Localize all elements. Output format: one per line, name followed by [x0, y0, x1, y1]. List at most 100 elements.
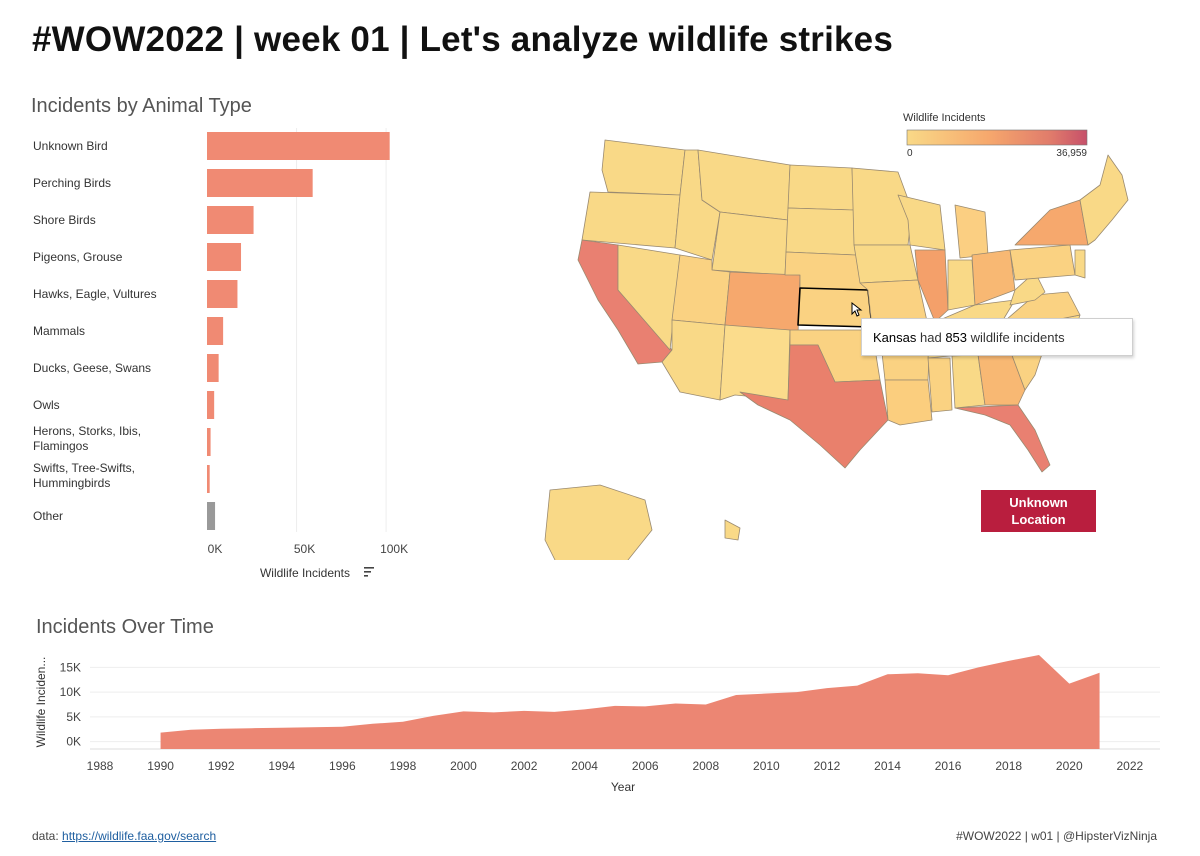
bar-x-ticks: 0K 50K 100K: [208, 542, 408, 556]
map-state-washington[interactable]: [601, 139, 686, 196]
footer-credit: #WOW2022 | w01 | @HipsterVizNinja: [956, 829, 1157, 843]
map-state-south-dakota[interactable]: [785, 207, 857, 256]
map-state-nevada[interactable]: [617, 244, 681, 351]
area-x-ticks: 1988 1990 1992 1994 1996 1998 2000 2002 2004 2006…: [87, 759, 1144, 773]
bar-herons-storks-ibis-flamingos[interactable]: [207, 428, 211, 456]
footer-data-source: data: https://wildlife.faa.gov/search: [32, 829, 216, 843]
area-x-tick-label: 1996: [329, 759, 356, 773]
map-tooltip: Kansas had 853 wildlife incidents: [861, 318, 1133, 356]
area-x-tick-label: 2008: [692, 759, 719, 773]
tooltip-state: Kansas: [873, 330, 917, 345]
bar-x-axis-label: Wildlife Incidents: [260, 566, 350, 580]
bar-unknown-bird[interactable]: [207, 132, 390, 160]
map-state-louisiana[interactable]: [884, 379, 933, 426]
map-state-new-england[interactable]: [1079, 154, 1129, 246]
bar-owls[interactable]: [207, 391, 215, 419]
map-state-texas[interactable]: [739, 344, 889, 469]
map-state-ohio[interactable]: [971, 249, 1016, 306]
unknown-location-line1: Unknown: [1009, 495, 1068, 510]
bar-category-label: Mammals: [33, 324, 85, 338]
bar-hawks-eagle-vultures[interactable]: [207, 280, 238, 308]
map-state-indiana[interactable]: [947, 259, 976, 311]
sort-descending-icon[interactable]: [364, 567, 374, 577]
bar-shore-birds[interactable]: [207, 206, 254, 234]
tooltip-suffix: wildlife incidents: [970, 330, 1065, 345]
area-x-tick-label: 2000: [450, 759, 477, 773]
area-x-tick-label: 1992: [208, 759, 235, 773]
map-state-hawaii[interactable]: [724, 519, 741, 541]
map-state-florida[interactable]: [954, 404, 1051, 473]
area-y-tick-label: 5K: [66, 710, 81, 724]
footer-data-link[interactable]: https://wildlife.faa.gov/search: [62, 829, 217, 843]
bar-category-label: Owls: [33, 398, 60, 412]
dashboard-title: #WOW2022 | week 01 | Let's analyze wildl…: [32, 20, 893, 59]
area-x-tick-label: 2022: [1117, 759, 1144, 773]
incidents-over-time-area-chart: 0K 5K 10K 15K 1988 1990 1992 1994 1996 1998 2000 2…: [34, 654, 1160, 794]
area-x-tick-label: 1998: [390, 759, 417, 773]
tooltip-count: 853: [945, 330, 968, 345]
bar-category-label: Shore Birds: [33, 213, 96, 227]
map-legend-gradient: [906, 129, 1088, 146]
bar-category-label: Pigeons, Grouse: [33, 250, 123, 264]
bar-chart-title: Incidents by Animal Type: [31, 95, 252, 117]
map-state-pennsylvania[interactable]: [1009, 244, 1076, 281]
map-state-michigan[interactable]: [954, 204, 989, 259]
area-x-tick-label: 2006: [632, 759, 659, 773]
bar-x-tick-label: 100K: [380, 542, 408, 556]
map-state-wyoming[interactable]: [711, 211, 789, 276]
bar-x-tick-label: 50K: [294, 542, 315, 556]
map-state-new-mexico[interactable]: [719, 324, 791, 401]
area-x-tick-label: 2014: [874, 759, 901, 773]
bar-perching-birds[interactable]: [207, 169, 313, 197]
time-chart-title: Incidents Over Time: [36, 616, 214, 638]
pointer-hand-icon: [851, 301, 863, 317]
area-x-axis-label: Year: [611, 780, 635, 794]
area-x-tick-label: 2010: [753, 759, 780, 773]
footer-data-label: data:: [32, 829, 59, 843]
bar-other[interactable]: [207, 502, 216, 530]
map-state-oregon[interactable]: [581, 191, 681, 249]
map-state-mississippi[interactable]: [927, 357, 953, 413]
area-x-tick-label: 2018: [995, 759, 1022, 773]
bar-pigeons-grouse[interactable]: [207, 243, 242, 271]
bar-marks[interactable]: [207, 132, 390, 530]
area-series[interactable]: [160, 654, 1100, 749]
area-x-tick-label: 2002: [511, 759, 538, 773]
bar-category-labels: Unknown Bird Perching Birds Shore Birds Pig…: [33, 139, 157, 523]
area-y-tick-label: 15K: [60, 660, 81, 674]
area-y-tick-label: 0K: [66, 735, 81, 749]
map-state-new-york[interactable]: [1014, 199, 1089, 246]
map-legend-max: 36,959: [1056, 148, 1087, 159]
area-x-tick-label: 2016: [935, 759, 962, 773]
map-state-new-jersey[interactable]: [1074, 249, 1086, 279]
map-state-illinois[interactable]: [914, 249, 949, 323]
bar-swifts-tree-swifts-hummingbirds[interactable]: [207, 465, 210, 493]
bar-category-label: Ducks, Geese, Swans: [33, 361, 151, 375]
area-y-axis-label: Wildlife Inciden...: [34, 657, 48, 748]
animal-type-bar-chart: Unknown Bird Perching Birds Shore Birds Pig…: [33, 128, 408, 580]
area-x-tick-label: 1988: [87, 759, 114, 773]
bar-category-label: Perching Birds: [33, 176, 111, 190]
bar-category-label: Hawks, Eagle, Vultures: [33, 287, 157, 301]
map-state-alaska[interactable]: [544, 484, 653, 560]
map-legend-title: Wildlife Incidents: [903, 112, 986, 124]
map-legend-min: 0: [907, 148, 913, 159]
bar-mammals[interactable]: [207, 317, 224, 345]
area-x-tick-label: 1990: [147, 759, 174, 773]
us-state-map: Wildlife Incidents 0 36,959: [544, 112, 1129, 560]
bar-category-label: Herons, Storks, Ibis, Flamingos: [33, 424, 141, 453]
area-x-tick-label: 2012: [814, 759, 841, 773]
map-state-north-dakota[interactable]: [787, 164, 855, 211]
bar-ducks-geese-swans[interactable]: [207, 354, 219, 382]
area-y-tick-label: 10K: [60, 685, 81, 699]
unknown-location-line2: Location: [1011, 512, 1066, 527]
bar-category-label: Swifts, Tree-Swifts, Hummingbirds: [33, 461, 135, 490]
area-y-ticks: 0K 5K 10K 15K: [60, 660, 81, 748]
bar-category-label: Other: [33, 509, 63, 523]
map-state-iowa[interactable]: [853, 244, 919, 284]
unknown-location-button[interactable]: Unknown Location: [981, 490, 1096, 532]
area-x-tick-label: 2004: [571, 759, 598, 773]
bar-x-tick-label: 0K: [208, 542, 223, 556]
map-state-wisconsin[interactable]: [897, 194, 946, 251]
bar-category-label: Unknown Bird: [33, 139, 108, 153]
